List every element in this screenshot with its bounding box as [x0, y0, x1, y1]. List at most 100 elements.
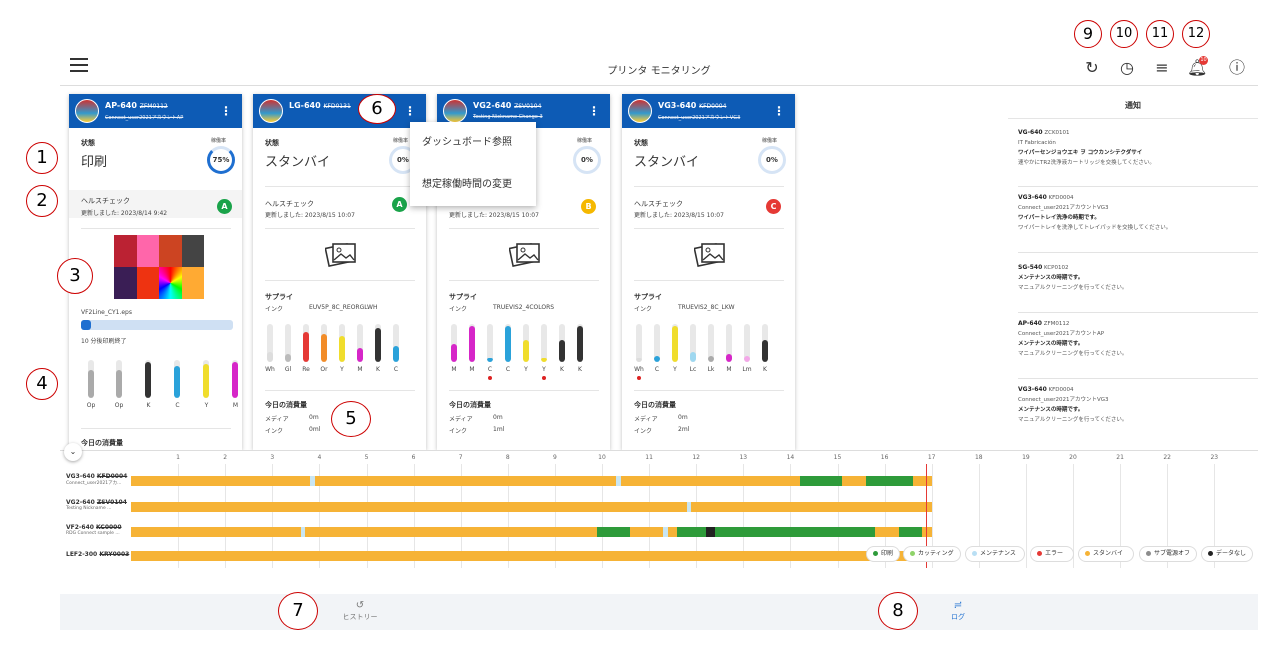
menu-item-change-hours[interactable]: 想定稼働時間の変更: [422, 179, 512, 190]
notification-panel: 通知 VG-640 ZCK0101 IT Fabricación ワイパーセンジ…: [1008, 94, 1258, 450]
health-updated: 更新しました: 2023/8/15 10:07: [634, 212, 724, 219]
legend-chip[interactable]: エラー: [1030, 546, 1074, 562]
legend-chip[interactable]: サブ電源オフ: [1139, 546, 1197, 562]
hour-tick-label: 6: [411, 454, 416, 461]
hour-tick-label: 11: [645, 454, 653, 461]
legend-dot: [910, 551, 915, 556]
more-vert-icon[interactable]: ⋮: [588, 104, 600, 118]
timeline-segment[interactable]: [875, 527, 899, 537]
timeline-segment[interactable]: [616, 476, 621, 486]
hour-tick-label: 1: [176, 454, 180, 461]
tab-log[interactable]: ≓ ログ: [928, 600, 988, 622]
printer-card-vg3640[interactable]: VG3-640 KFD0004 Connect_user2021アカウントVG3…: [622, 94, 795, 450]
legend-chip[interactable]: データなし: [1201, 546, 1253, 562]
legend-chip[interactable]: カッティング: [903, 546, 961, 562]
ink-label: インク: [265, 306, 284, 313]
hour-gridline: [884, 464, 886, 568]
media-label: メディア: [634, 416, 658, 423]
health-updated: 更新しました: 2023/8/15 10:07: [265, 212, 355, 219]
today-consumption-label: 今日の消費量: [634, 401, 676, 409]
timeline-segment[interactable]: [131, 476, 310, 486]
hour-gridline: [1073, 464, 1074, 568]
hour-gridline: [696, 464, 698, 568]
more-vert-icon[interactable]: ⋮: [220, 104, 232, 118]
media-value: 0m: [309, 414, 319, 421]
timeline-segment[interactable]: [131, 502, 687, 512]
help-icon[interactable]: ⓘ: [1228, 58, 1245, 77]
legend-label: スタンバイ: [1093, 550, 1124, 557]
legend-chip[interactable]: メンテナンス: [965, 546, 1025, 562]
printer-account: Connect_user2021アカウントAP: [105, 115, 184, 121]
legend-chip[interactable]: スタンバイ: [1078, 546, 1134, 562]
annotation-marker: 11: [1146, 20, 1174, 48]
top-app-bar: プリンタ モニタリング ↻ ◷ ≡ 🔔︎ 10 ⓘ: [60, 50, 1258, 86]
legend-dot: [1208, 551, 1213, 556]
timeline-segment[interactable]: [865, 476, 913, 486]
bell-icon[interactable]: 🔔︎ 10: [1187, 56, 1208, 77]
hour-tick-label: 23: [1210, 454, 1219, 461]
notification-item[interactable]: VG-640 ZCK0101 IT Fabricación ワイパーセンジョウエ…: [1018, 129, 1155, 166]
timeline-segment[interactable]: [131, 527, 301, 537]
media-label: メディア: [265, 416, 289, 423]
ink-set-name: TRUEVIS2_4COLORS: [493, 304, 555, 311]
notification-item[interactable]: SG-540 KCP0102 メンテナンスの時期です。 マニュアルクリーニングを…: [1018, 252, 1258, 293]
timeline-segment[interactable]: [620, 476, 800, 486]
timeline-segment[interactable]: [630, 527, 664, 537]
timeline-segment[interactable]: [912, 476, 932, 486]
timeline-segment[interactable]: [597, 527, 631, 537]
annotation-marker: 7: [278, 592, 318, 630]
hour-gridline: [319, 464, 321, 568]
printer-card-ap640[interactable]: AP-640 ZFM0112 Connect_user2021アカウントAP ⋮…: [69, 94, 242, 450]
legend-chip[interactable]: 印刷: [866, 546, 900, 562]
printer-card-lg640[interactable]: LG-640 KFD0131 ⋮ 状態 スタンバイ 稼働率 0% ヘルスチェック…: [253, 94, 426, 450]
timeline-segment[interactable]: [705, 527, 716, 537]
timeline-segment[interactable]: [691, 502, 932, 512]
notification-item[interactable]: AP-640 ZFM0112 Connect_user2021アカウントAP メ…: [1018, 312, 1258, 359]
timeline-segment[interactable]: [309, 476, 315, 486]
legend-dot: [873, 551, 878, 556]
legend-label: データなし: [1216, 550, 1247, 557]
clock-icon[interactable]: ◷: [1120, 58, 1134, 77]
notification-item[interactable]: VG3-640 KFD0004 Connect_user2021アカウントVG3…: [1018, 378, 1258, 425]
hour-tick-label: 15: [833, 454, 842, 461]
hour-gridline: [413, 464, 415, 568]
timeline-segment[interactable]: [799, 476, 843, 486]
timeline-segment[interactable]: [314, 476, 617, 486]
job-progress-bar: [81, 320, 233, 330]
supply-label: サプライ: [265, 293, 293, 301]
timeline-segment[interactable]: [715, 527, 876, 537]
menu-icon[interactable]: [70, 58, 88, 72]
timeline-segment[interactable]: [842, 476, 866, 486]
menu-item-dashboard[interactable]: ダッシュボード参照: [422, 137, 512, 148]
timeline-row-label: VG2-640 ZSV0104 Testing Nickname ...: [66, 499, 127, 511]
health-check-row[interactable]: [69, 190, 242, 218]
media-value: 0m: [493, 414, 503, 421]
tab-history[interactable]: ↺ ヒストリー: [330, 600, 390, 622]
hour-gridline: [460, 464, 462, 568]
refresh-icon[interactable]: ↻: [1085, 58, 1099, 77]
annotation-marker: 9: [1074, 20, 1102, 48]
timeline-segment[interactable]: [305, 527, 598, 537]
timeline-segment[interactable]: [300, 527, 306, 537]
timeline-segment[interactable]: [131, 551, 932, 561]
more-vert-icon[interactable]: ⋮: [404, 104, 416, 118]
timeline-segment[interactable]: [663, 527, 668, 537]
timeline-segment[interactable]: [898, 527, 923, 537]
more-vert-icon[interactable]: ⋮: [773, 104, 785, 118]
filter-icon[interactable]: ≡: [1155, 58, 1169, 77]
grade-badge: C: [766, 199, 781, 214]
notification-item[interactable]: VG3-640 KFD0004 Connect_user2021アカウントVG3…: [1018, 186, 1258, 233]
legend-dot: [972, 551, 977, 556]
timeline-row-label: VF2-640 KC0000 RDG Connect sample ...: [66, 524, 122, 536]
hour-tick-label: 4: [317, 454, 322, 461]
timeline-segment[interactable]: [667, 527, 678, 537]
timeline-segment[interactable]: [686, 502, 692, 512]
media-label: メディア: [449, 416, 473, 423]
timeline-segment[interactable]: [677, 527, 706, 537]
status-label: 状態: [634, 139, 648, 147]
hour-gridline: [225, 464, 227, 568]
chevron-down-icon[interactable]: ⌄: [64, 443, 82, 461]
health-updated: 更新しました: 2023/8/15 10:07: [449, 212, 539, 219]
ink-use-value: 1ml: [493, 426, 505, 433]
